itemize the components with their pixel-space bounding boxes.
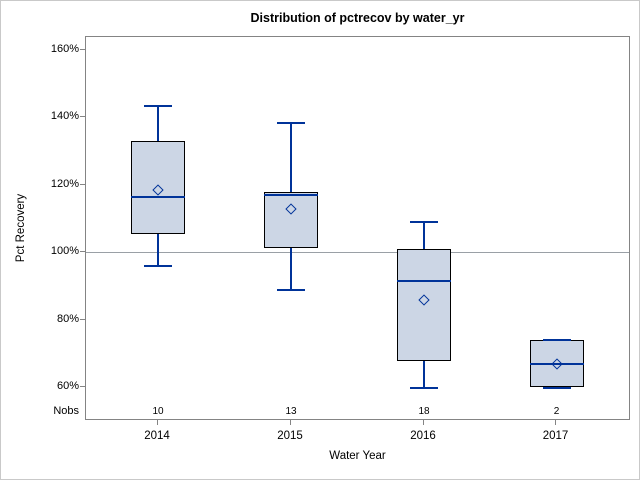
xtick-label-2015: 2015 [277,430,303,442]
whisker-cap-low-2015 [277,288,305,291]
ytick-mark-80 [80,318,85,320]
box-2014 [131,141,185,235]
whisker-cap-high-2017 [542,339,571,342]
chart-title: Distribution of pctrecov by water_yr [250,11,465,25]
ytick-label-60: 60% [56,380,79,392]
plot-area: 10 13 18 2 [85,36,630,420]
xtick-mark-2017 [555,420,556,425]
xtick-label-2017: 2017 [542,430,569,442]
ytick-mark-120 [80,183,85,185]
ytick-label-140: 140% [50,110,79,123]
whisker-high-2016 [423,222,425,250]
ytick-label-80: 80% [56,312,79,325]
whisker-cap-high-2015 [277,121,305,124]
whisker-cap-low-2016 [410,386,438,389]
nobs-value-2015: 13 [285,406,297,417]
whisker-cap-high-2014 [144,105,172,108]
y-axis-label: Pct Recovery [15,193,27,263]
nobs-value-2017: 2 [553,406,560,417]
whisker-cap-low-2017 [542,386,571,389]
ytick-label-120: 120% [50,177,79,190]
whisker-cap-high-2016 [410,221,438,224]
whisker-low-2015 [290,247,292,290]
nobs-row-label: Nobs [53,405,79,417]
nobs-value-2016: 18 [418,406,430,417]
median-line-2015 [264,194,318,197]
ytick-mark-60 [80,386,85,387]
box-2015 [264,192,318,248]
median-line-2017 [529,362,584,365]
xtick-label-2014: 2014 [144,430,170,442]
ytick-label-160: 160% [50,43,79,55]
xtick-label-2016: 2016 [410,430,436,442]
ytick-mark-160 [80,49,85,50]
whisker-high-2015 [290,122,292,193]
nobs-value-2014: 10 [152,406,164,417]
reference-line-100pct [86,252,629,254]
whisker-low-2014 [157,234,159,267]
ytick-mark-140 [80,116,85,118]
box-2016 [397,249,451,361]
median-line-2014 [131,196,185,199]
xtick-mark-2015 [289,420,291,425]
xtick-mark-2014 [156,420,158,425]
whisker-cap-low-2014 [144,265,172,268]
xtick-mark-2016 [422,420,424,425]
ytick-mark-100 [80,251,85,253]
median-line-2016 [397,280,451,283]
x-axis-label: Water Year [329,450,386,462]
whisker-low-2016 [423,360,425,388]
ytick-label-100: 100% [50,245,79,258]
whisker-high-2014 [157,106,159,142]
